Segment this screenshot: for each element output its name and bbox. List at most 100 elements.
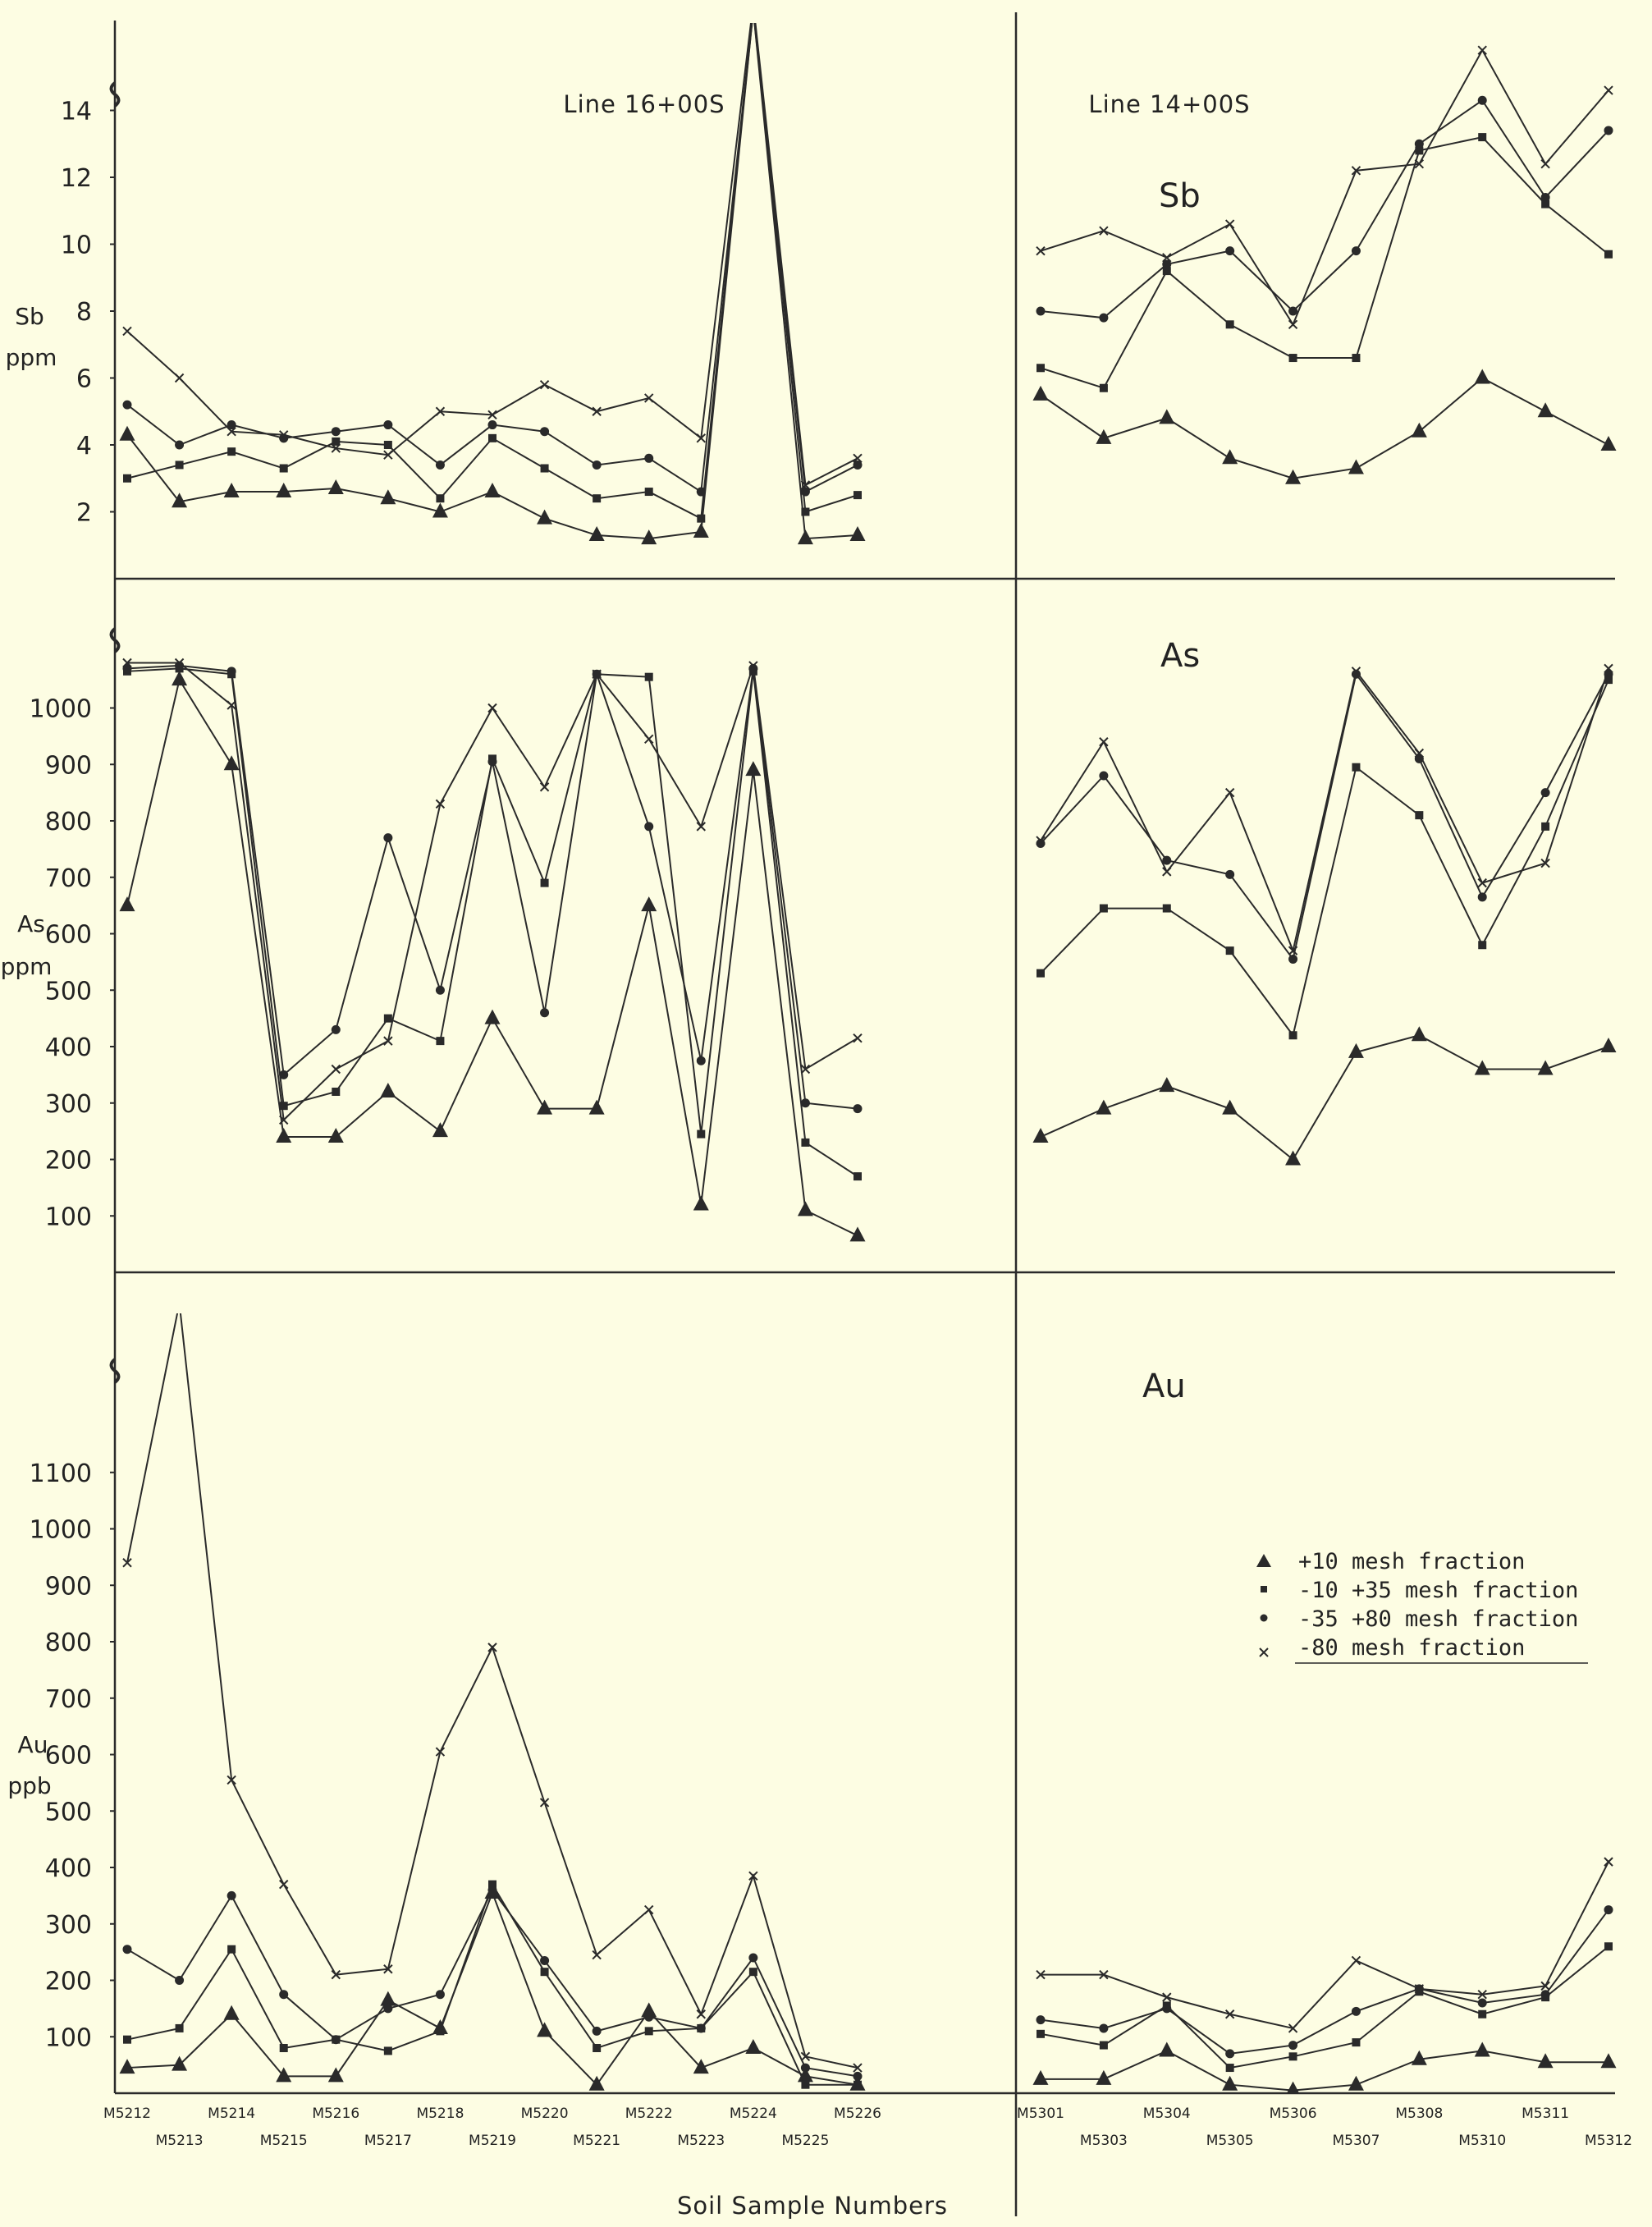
point-au-line14-triangle [1032,2069,1049,2085]
point-sb-line16-square [749,6,757,14]
point-as-line14-triangle [1159,1077,1175,1093]
point-sb-line16-triangle [588,526,605,542]
point-au-line16-dot [435,1990,445,2000]
point-sb-line16-square [227,447,236,456]
data-series [119,0,1617,2093]
point-au-line16-x [748,1871,758,1881]
point-as-line16-x [227,700,236,710]
point-sb-line14-x [1540,158,1550,169]
point-as-line16-dot [279,1070,289,1079]
panel-sb-series [119,0,1617,545]
y-tick-label: 8 [76,298,92,327]
y-tick-label: 600 [45,921,92,950]
sample-label: M5224 [730,2106,777,2122]
line-16-title: Line 16+00S [563,90,725,118]
point-sb-line16-triangle [223,483,240,498]
series-as-line14-dot-line [1040,671,1609,961]
y-label-au: Au [18,1731,48,1758]
point-au-line16-x [122,1558,132,1568]
point-au-line16-square [853,2080,862,2089]
y-tick-label: 4 [76,432,92,461]
point-sb-line14-square [1162,267,1171,276]
point-as-line14-triangle [1348,1042,1364,1058]
point-au-line16-triangle [119,2059,135,2074]
point-sb-line14-x [1288,319,1298,330]
series-au-line16-dot-line [126,1888,858,2078]
point-au-line14-square [1099,2041,1108,2050]
point-au-line14-triangle [1222,2075,1238,2091]
point-sb-line16-square [332,437,341,446]
point-au-line14-triangle [1348,2075,1364,2091]
sample-label: M5219 [469,2133,516,2149]
point-as-line16-x [487,703,497,713]
point-au-line14-x [1414,1984,1425,1994]
point-au-line16-x [435,1747,446,1757]
point-as-line14-square [1099,904,1108,913]
point-as-line16-x [122,658,132,668]
point-as-line14-x [1099,737,1109,747]
point-as-line16-x [592,669,602,679]
point-au-line16-triangle [693,2059,709,2074]
y-tick-label: 100 [45,1203,92,1231]
point-au-line14-x [1288,2023,1298,2033]
point-au-line14-x [1540,1981,1550,1991]
point-au-line16-dot [748,1953,758,1963]
point-sb-line14-dot [1604,126,1613,135]
point-sb-line14-dot [1540,192,1550,202]
point-au-line16-triangle [641,2002,657,2018]
point-sb-line14-dot [1351,246,1361,256]
point-au-line14-triangle [1474,2041,1490,2057]
point-as-line14-x [1414,748,1425,758]
series-au-line16-triangle-line [126,1890,858,2087]
point-sb-line16-dot [644,453,654,463]
panel-as-series [119,658,1617,1242]
point-as-line16-square [279,1102,288,1111]
point-au-line14-triangle [1537,2053,1554,2069]
point-as-line16-square [697,1130,706,1139]
point-as-line16-x [279,1115,289,1125]
point-sb-line16-x [174,373,185,383]
point-as-line16-triangle [380,1083,396,1097]
point-sb-line14-x [1099,226,1109,236]
point-as-line14-x [1224,787,1235,798]
y-tick-label: 800 [45,1629,92,1657]
y-tick-label: 200 [45,1968,92,1996]
point-sb-line14-triangle [1348,459,1364,474]
point-sb-line14-dot [1036,306,1046,316]
series-au-line16-x-line [126,1313,858,2069]
series-as-line14-x-line [1040,668,1609,954]
point-sb-line16-x [749,0,757,7]
point-sb-line14-dot [1099,313,1109,323]
point-sb-line16-dot [800,487,810,497]
point-sb-line16-x [539,379,550,390]
point-as-line16-square [436,1037,445,1046]
y-tick-label: 6 [76,365,92,394]
point-au-line14-x [1224,2009,1235,2019]
point-as-line16-triangle [327,1128,344,1143]
y-tick-label: 1100 [30,1459,92,1488]
sample-label: M5225 [781,2133,829,2149]
point-sb-line16-x [644,393,654,403]
point-sb-line14-dot [1477,95,1487,105]
point-as-line14-triangle [1474,1060,1490,1075]
sample-label: M5222 [625,2106,673,2122]
point-au-line16-triangle [223,2005,240,2020]
point-as-line16-x [174,658,185,668]
y-tick-label: 300 [45,1090,92,1119]
point-sb-line14-square [1099,383,1108,392]
panel-au-series [119,1313,1617,2093]
point-sb-line14-square [1352,354,1361,363]
point-au-line16-dot [227,1890,236,1900]
point-au-line16-x [800,2051,811,2062]
point-as-line16-x [696,822,706,832]
point-sb-line14-triangle [1600,436,1617,451]
point-sb-line16-triangle [380,489,396,505]
point-as-line16-dot [331,1024,341,1034]
y-tick-label: 900 [45,1572,92,1601]
point-as-line16-triangle [745,761,762,777]
series-au-line14-x-line [1041,1861,1609,2030]
point-sb-line14-x [1604,85,1613,95]
y-tick-label: 900 [45,751,92,780]
point-sb-line16-triangle [745,1,761,16]
point-as-line14-triangle [1285,1150,1302,1166]
